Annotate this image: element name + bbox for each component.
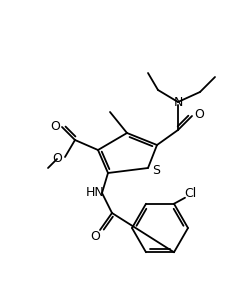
Text: Cl: Cl [183,187,195,200]
Text: S: S [151,164,159,177]
Text: O: O [50,120,60,134]
Text: HN: HN [85,187,104,200]
Text: O: O [52,153,62,166]
Text: N: N [173,96,182,109]
Text: O: O [90,230,100,243]
Text: O: O [193,107,203,120]
